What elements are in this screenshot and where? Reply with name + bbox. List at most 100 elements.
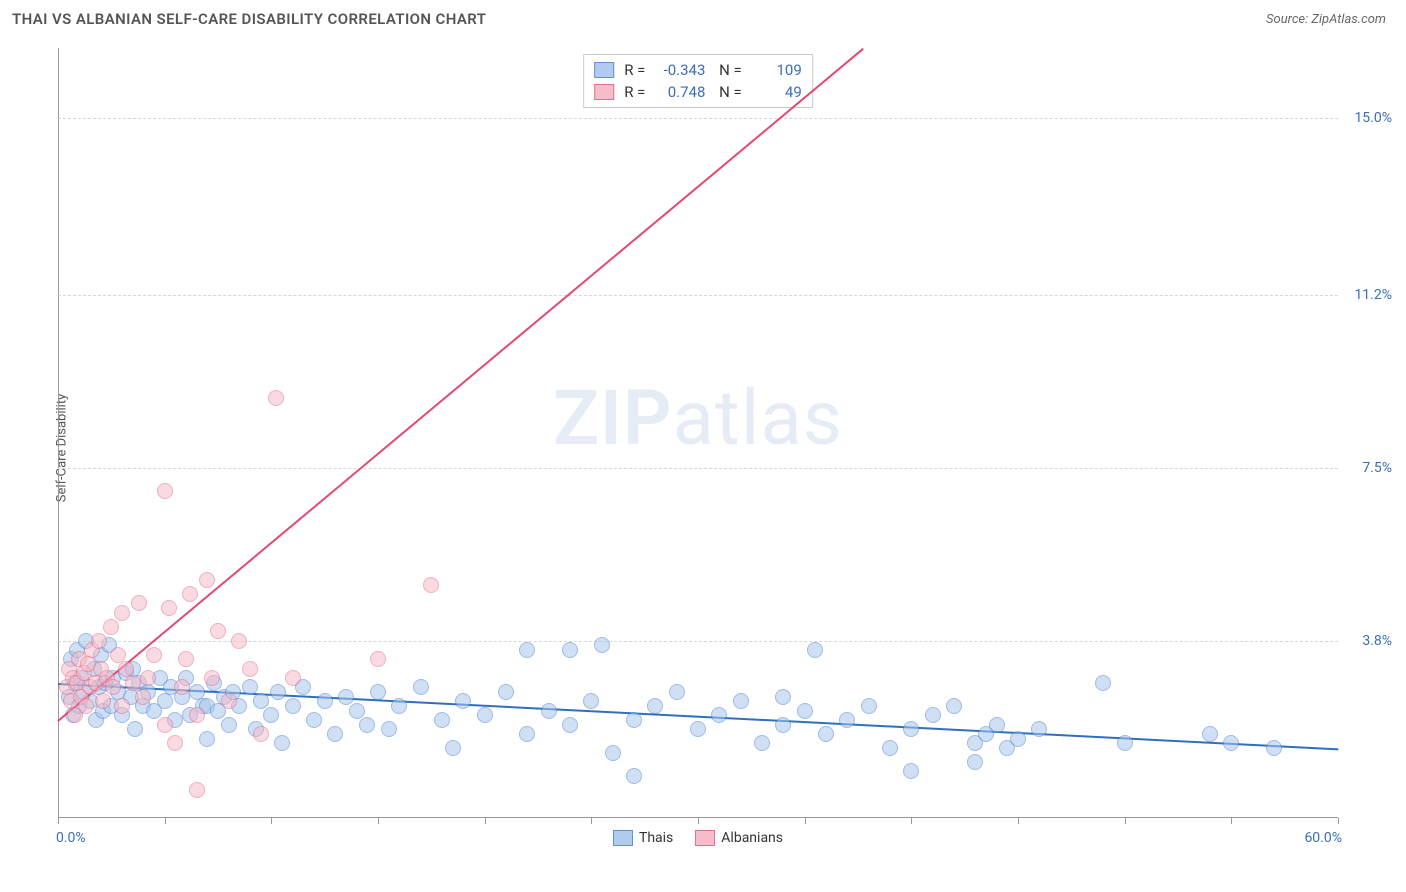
- data-point: [455, 693, 471, 709]
- data-point: [157, 717, 173, 733]
- data-point: [391, 698, 407, 714]
- swatch-thais: [613, 830, 633, 846]
- data-point: [381, 721, 397, 737]
- data-point: [626, 712, 642, 728]
- data-point: [221, 693, 237, 709]
- data-point: [562, 642, 578, 658]
- data-point: [182, 586, 198, 602]
- trend-line-albanians: [57, 48, 863, 722]
- data-point: [797, 703, 813, 719]
- data-point: [189, 782, 205, 798]
- data-point: [1117, 735, 1133, 751]
- x-tick: [1231, 818, 1232, 824]
- data-point: [157, 693, 173, 709]
- data-point: [413, 679, 429, 695]
- data-point: [1202, 726, 1218, 742]
- data-point: [1095, 675, 1111, 691]
- stats-legend: R =-0.343 N =109 R =0.748 N =49: [583, 54, 813, 108]
- data-point: [131, 595, 147, 611]
- data-point: [1010, 731, 1026, 747]
- legend-item-albanians: Albanians: [695, 830, 783, 846]
- y-tick-label: 15.0%: [1354, 110, 1392, 126]
- legend-item-thais: Thais: [613, 830, 673, 846]
- data-point: [690, 721, 706, 737]
- data-point: [477, 707, 493, 723]
- data-point: [519, 726, 535, 742]
- x-tick: [1125, 818, 1126, 824]
- data-point: [423, 577, 439, 593]
- x-tick: [165, 818, 166, 824]
- stats-row-thais: R =-0.343 N =109: [594, 59, 802, 81]
- grid-line: [58, 118, 1338, 119]
- data-point: [583, 693, 599, 709]
- data-point: [242, 679, 258, 695]
- x-tick: [1338, 818, 1339, 824]
- data-point: [903, 721, 919, 737]
- data-point: [231, 633, 247, 649]
- data-point: [253, 693, 269, 709]
- data-point: [263, 707, 279, 723]
- data-point: [114, 698, 130, 714]
- data-point: [78, 698, 94, 714]
- data-point: [125, 675, 141, 691]
- data-point: [594, 637, 610, 653]
- data-point: [338, 689, 354, 705]
- data-point: [626, 768, 642, 784]
- data-point: [711, 707, 727, 723]
- swatch-thais: [594, 62, 614, 78]
- data-point: [839, 712, 855, 728]
- data-point: [498, 684, 514, 700]
- data-point: [285, 698, 301, 714]
- data-point: [370, 651, 386, 667]
- data-point: [445, 740, 461, 756]
- data-point: [669, 684, 685, 700]
- data-point: [161, 600, 177, 616]
- data-point: [1223, 735, 1239, 751]
- watermark: ZIPatlas: [553, 373, 843, 463]
- data-point: [861, 698, 877, 714]
- x-tick: [58, 818, 59, 824]
- x-min-label: 0.0%: [56, 830, 86, 846]
- data-point: [91, 633, 107, 649]
- data-point: [114, 605, 130, 621]
- data-point: [199, 731, 215, 747]
- source-link[interactable]: Source: ZipAtlas.com: [1266, 12, 1386, 27]
- data-point: [270, 684, 286, 700]
- data-point: [210, 623, 226, 639]
- data-point: [775, 717, 791, 733]
- data-point: [253, 726, 269, 742]
- x-tick: [698, 818, 699, 824]
- data-point: [359, 717, 375, 733]
- bottom-legend: Thais Albanians: [613, 830, 783, 846]
- data-point: [274, 735, 290, 751]
- data-point: [882, 740, 898, 756]
- chart-title: THAI VS ALBANIAN SELF-CARE DISABILITY CO…: [12, 10, 486, 28]
- data-point: [562, 717, 578, 733]
- data-point: [733, 693, 749, 709]
- data-point: [242, 661, 258, 677]
- swatch-albanians: [594, 84, 614, 100]
- data-point: [140, 670, 156, 686]
- y-tick-label: 11.2%: [1354, 287, 1392, 303]
- swatch-albanians: [695, 830, 715, 846]
- x-tick: [271, 818, 272, 824]
- y-tick-label: 3.8%: [1362, 633, 1392, 649]
- x-tick: [805, 818, 806, 824]
- data-point: [434, 712, 450, 728]
- data-point: [818, 726, 834, 742]
- data-point: [317, 693, 333, 709]
- stats-row-albanians: R =0.748 N =49: [594, 81, 802, 103]
- data-point: [174, 679, 190, 695]
- data-point: [946, 698, 962, 714]
- x-tick: [591, 818, 592, 824]
- data-point: [925, 707, 941, 723]
- x-tick: [485, 818, 486, 824]
- x-max-label: 60.0%: [1304, 830, 1342, 846]
- grid-line: [58, 641, 1338, 642]
- data-point: [775, 689, 791, 705]
- x-tick: [1018, 818, 1019, 824]
- data-point: [189, 707, 205, 723]
- scatter-plot: ZIPatlas R =-0.343 N =109 R =0.748 N =49…: [58, 48, 1338, 818]
- data-point: [647, 698, 663, 714]
- data-point: [327, 726, 343, 742]
